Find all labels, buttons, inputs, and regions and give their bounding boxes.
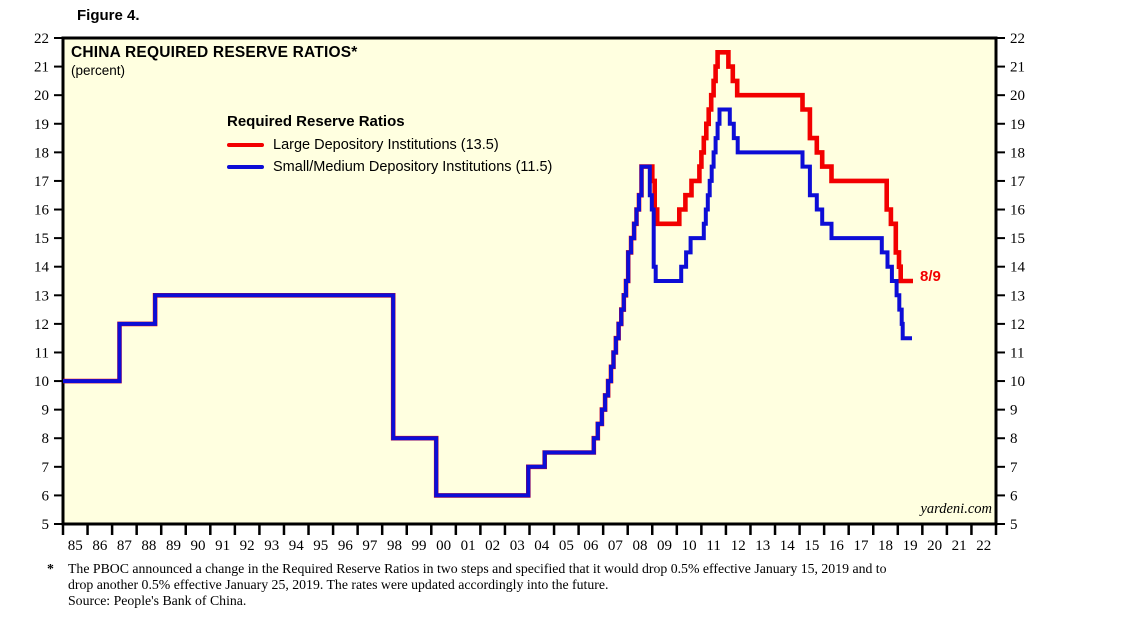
svg-text:15: 15 [1010,231,1025,247]
svg-text:6: 6 [1010,488,1018,504]
svg-text:89: 89 [166,538,181,554]
svg-text:98: 98 [387,538,402,554]
svg-text:6: 6 [42,488,50,504]
svg-text:19: 19 [903,538,918,554]
svg-text:97: 97 [362,538,378,554]
legend-heading: Required Reserve Ratios [227,113,405,130]
svg-text:20: 20 [34,88,49,104]
svg-text:21: 21 [34,60,49,76]
svg-text:03: 03 [510,538,525,554]
svg-text:20: 20 [1010,88,1025,104]
svg-text:85: 85 [68,538,83,554]
svg-text:21: 21 [1010,60,1025,76]
svg-text:13: 13 [755,538,770,554]
svg-text:18: 18 [34,145,49,161]
svg-text:87: 87 [117,538,133,554]
svg-text:19: 19 [34,117,49,133]
svg-text:90: 90 [191,538,206,554]
svg-text:19: 19 [1010,117,1025,133]
svg-text:18: 18 [878,538,893,554]
svg-text:99: 99 [412,538,427,554]
figure-label: Figure 4. [77,7,140,24]
svg-text:07: 07 [608,538,624,554]
svg-text:17: 17 [34,174,50,190]
svg-text:10: 10 [1010,374,1025,390]
latest-value-annotation: 8/9 [920,268,941,285]
footnote-line: The PBOC announced a change in the Requi… [68,561,887,576]
svg-text:7: 7 [1010,460,1018,476]
svg-text:9: 9 [1010,403,1018,419]
svg-text:16: 16 [1010,203,1026,219]
svg-text:9: 9 [42,403,50,419]
legend: Required Reserve Ratios Large Depository… [227,113,552,178]
svg-text:11: 11 [1010,345,1024,361]
svg-text:96: 96 [338,538,354,554]
svg-text:05: 05 [559,538,574,554]
svg-text:02: 02 [485,538,500,554]
chart-subtitle: (percent) [71,63,126,78]
svg-text:12: 12 [731,538,746,554]
footnote-line: Source: People's Bank of China. [68,593,247,608]
svg-text:18: 18 [1010,145,1025,161]
svg-text:11: 11 [706,538,720,554]
svg-text:14: 14 [1010,260,1026,276]
svg-text:8: 8 [1010,431,1018,447]
svg-text:17: 17 [853,538,869,554]
svg-text:04: 04 [534,538,550,554]
large-series-line-icon [227,143,264,147]
svg-text:08: 08 [632,538,647,554]
svg-text:01: 01 [461,538,476,554]
svg-text:7: 7 [42,460,50,476]
legend-label-small-medium: Small/Medium Depository Institutions (11… [273,159,553,175]
svg-text:17: 17 [1010,174,1026,190]
footnote-line: drop another 0.5% effective January 25, … [68,577,609,592]
svg-text:91: 91 [215,538,230,554]
svg-text:15: 15 [34,231,49,247]
svg-text:95: 95 [313,538,328,554]
legend-item-small-medium: Small/Medium Depository Institutions (11… [227,156,552,178]
legend-label-large: Large Depository Institutions (13.5) [273,137,499,153]
svg-text:88: 88 [141,538,156,554]
svg-text:10: 10 [34,374,49,390]
svg-text:21: 21 [952,538,967,554]
svg-text:5: 5 [1010,517,1018,533]
svg-text:16: 16 [829,538,845,554]
svg-text:5: 5 [42,517,50,533]
small-medium-series-line-icon [227,165,264,169]
footnote-marker: * [47,561,54,576]
svg-text:14: 14 [780,538,796,554]
legend-item-large: Large Depository Institutions (13.5) [227,134,552,156]
svg-text:12: 12 [1010,317,1025,333]
svg-text:14: 14 [34,260,50,276]
svg-text:13: 13 [1010,288,1025,304]
watermark: yardeni.com [920,501,992,517]
svg-text:13: 13 [34,288,49,304]
svg-text:10: 10 [682,538,697,554]
svg-text:06: 06 [583,538,599,554]
svg-text:8: 8 [42,431,50,447]
svg-text:15: 15 [804,538,819,554]
svg-text:11: 11 [35,345,49,361]
svg-text:22: 22 [976,538,991,554]
svg-text:22: 22 [1010,31,1025,47]
svg-text:20: 20 [927,538,942,554]
svg-text:12: 12 [34,317,49,333]
svg-text:00: 00 [436,538,451,554]
svg-text:09: 09 [657,538,672,554]
footnote: The PBOC announced a change in the Requi… [68,561,1028,609]
svg-text:16: 16 [34,203,50,219]
svg-text:92: 92 [240,538,255,554]
svg-text:93: 93 [264,538,279,554]
svg-text:86: 86 [92,538,108,554]
svg-text:22: 22 [34,31,49,47]
svg-text:94: 94 [289,538,305,554]
chart-title: CHINA REQUIRED RESERVE RATIOS* [71,44,358,61]
